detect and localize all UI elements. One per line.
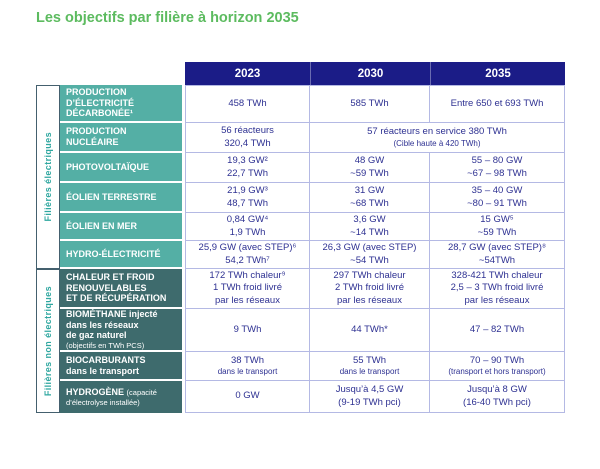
row-header-title: BIOMÉTHANE injecté dans les réseaux de g… [66,309,158,341]
cell-text: 47 – 82 TWh [469,323,525,335]
cell-text: 0,84 GW⁴ 1,9 TWh [226,214,269,238]
cell-text: 26,3 GW (avec STEP) ~54 TWh [322,242,417,266]
row-header-title: PHOTOVOLTAÏQUE [66,161,150,172]
group-label-non-electric: Filières non électriques [36,269,60,413]
cell-decarbonee-2030: 585 TWh [310,85,430,123]
cell-eolien-mer-2035: 15 GW⁵ ~59 TWh [430,213,565,241]
objectives-table: 2023 2030 2035 Filières électriques Fili… [36,62,565,413]
cell-biomethane-2023: 9 TWh [185,309,310,352]
cell-eolien-terrestre-2030: 31 GW ~68 TWh [310,183,430,213]
row-header-title: PRODUCTION NUCLÉAIRE [66,126,127,147]
cell-eolien-terrestre-2035: 35 – 40 GW ~80 – 91 TWh [430,183,565,213]
cell-eolien-mer-2030: 3,6 GW ~14 TWh [310,213,430,241]
cell-text: 19,3 GW² 22,7 TWh [226,155,268,179]
row-header-title: HYDRO-ÉLECTRICITÉ [66,248,161,259]
cell-text: 3,6 GW ~14 TWh [350,214,389,238]
cell-biomethane-2035: 47 – 82 TWh [430,309,565,352]
cell-text: 21,9 GW³ 48,7 TWh [226,185,268,209]
cell-text: 15 GW⁵ ~59 TWh [477,214,517,238]
row-header-note: (capacité d’électrolyse installée) [66,388,157,407]
row-header-title: ÉOLIEN EN MER [66,220,138,231]
cell-decarbonee-2023: 458 TWh [185,85,310,123]
cell-text: 585 TWh [350,97,389,109]
cell-text: 9 TWh [233,323,262,335]
cell-biocarburants-2035: 70 – 90 TWh (transport et hors transport… [430,352,565,381]
row-header-chaleur-froid: CHALEUR ET FROID RENOUVELABLES ET DE RÉC… [60,269,185,309]
cell-photovoltaique-2035: 55 – 80 GW ~67 – 98 TWh [430,153,565,183]
row-header-note: (objectifs en TWh PCS) [66,340,145,350]
group-label-non-electric-text: Filières non électriques [43,285,53,397]
cell-text: 48 GW ~59 TWh [350,155,389,179]
cell-nucleaire-2023: 56 réacteurs 320,4 TWh [185,123,310,153]
col-header-2023: 2023 [185,62,310,85]
cell-text: 31 GW ~68 TWh [350,185,389,209]
cell-note: (Cible haute à 420 TWh) [393,138,481,148]
row-header-production-electricite-decarbonee: PRODUCTION D’ÉLECTRICITÉ DÉCARBONÉE¹ [60,85,185,123]
row-header-title: BIOCARBURANTS dans le transport [66,354,146,376]
cell-text: 328-421 TWh chaleur 2,5 – 3 TWh froid li… [450,270,544,306]
cell-biomethane-2030: 44 TWh* [310,309,430,352]
col-header-2030: 2030 [310,62,430,85]
cell-photovoltaique-2030: 48 GW ~59 TWh [310,153,430,183]
cell-text: Jusqu’à 4,5 GW (9-19 TWh pci) [335,384,404,408]
row-header-eolien-en-mer: ÉOLIEN EN MER [60,213,185,241]
cell-text: 297 TWh chaleur 2 TWh froid livré par le… [333,270,406,306]
cell-text: Jusqu’à 8 GW (16-40 TWh pci) [463,384,531,408]
cell-hydrogene-2035: Jusqu’à 8 GW (16-40 TWh pci) [430,381,565,413]
cell-decarbonee-2035: Entre 650 et 693 TWh [430,85,565,123]
cell-hydro-2035: 28,7 GW (avec STEP)⁸ ~54TWh [430,241,565,269]
cell-note: (transport et hors transport) [448,367,546,377]
cell-text: 56 réacteurs 320,4 TWh [221,125,274,149]
cell-text: 44 TWh* [351,323,388,335]
group-label-electric-text: Filières électriques [43,132,53,222]
cell-text: 0 GW [235,390,260,402]
cell-hydro-2023: 25,9 GW (avec STEP)⁶ 54,2 TWh⁷ [185,241,310,269]
cell-text: 57 réacteurs en service 380 TWh [367,126,507,138]
cell-text: Entre 650 et 693 TWh [450,97,544,109]
cell-chaleur-2023: 172 TWh chaleur⁹ 1 TWh froid livré par l… [185,269,310,309]
cell-hydro-2030: 26,3 GW (avec STEP) ~54 TWh [310,241,430,269]
cell-text: 458 TWh [228,97,267,109]
page-title: Les objectifs par filière à horizon 2035 [36,10,299,26]
row-header-production-nucleaire: PRODUCTION NUCLÉAIRE [60,123,185,153]
row-header-title: ÉOLIEN TERRESTRE [66,191,157,202]
group-label-electric: Filières électriques [36,85,60,269]
cell-chaleur-2030: 297 TWh chaleur 2 TWh froid livré par le… [310,269,430,309]
cell-note: dans le transport [217,367,278,377]
cell-chaleur-2035: 328-421 TWh chaleur 2,5 – 3 TWh froid li… [430,269,565,309]
cell-hydrogene-2030: Jusqu’à 4,5 GW (9-19 TWh pci) [310,381,430,413]
cell-text: 55 TWh [352,354,387,366]
row-header-title: PRODUCTION D’ÉLECTRICITÉ DÉCARBONÉE¹ [66,87,135,119]
cell-photovoltaique-2023: 19,3 GW² 22,7 TWh [185,153,310,183]
cell-text: 172 TWh chaleur⁹ 1 TWh froid livré par l… [209,270,286,306]
cell-nucleaire-2030-2035: 57 réacteurs en service 380 TWh (Cible h… [310,123,565,153]
cell-text: 70 – 90 TWh [469,354,525,366]
cell-text: 55 – 80 GW ~67 – 98 TWh [467,155,527,179]
cell-text: 25,9 GW (avec STEP)⁶ 54,2 TWh⁷ [198,242,297,266]
row-header-title: HYDROGÈNE [66,387,125,398]
row-header-hydrogene: HYDROGÈNE (capacité d’électrolyse instal… [60,381,185,413]
col-header-2035: 2035 [430,62,565,85]
cell-biocarburants-2023: 38 TWh dans le transport [185,352,310,381]
cell-note: dans le transport [339,367,400,377]
cell-biocarburants-2030: 55 TWh dans le transport [310,352,430,381]
row-header-eolien-terrestre: ÉOLIEN TERRESTRE [60,183,185,213]
row-header-title: CHALEUR ET FROID RENOUVELABLES ET DE RÉC… [66,272,167,304]
cell-eolien-terrestre-2023: 21,9 GW³ 48,7 TWh [185,183,310,213]
cell-text: 35 – 40 GW ~80 – 91 TWh [467,185,527,209]
row-header-hydro-electricite: HYDRO-ÉLECTRICITÉ [60,241,185,269]
cell-eolien-mer-2023: 0,84 GW⁴ 1,9 TWh [185,213,310,241]
row-header-biomethane: BIOMÉTHANE injecté dans les réseaux de g… [60,309,185,352]
cell-text: 28,7 GW (avec STEP)⁸ ~54TWh [448,242,546,266]
cell-hydrogene-2023: 0 GW [185,381,310,413]
row-header-biocarburants: BIOCARBURANTS dans le transport [60,352,185,381]
row-header-photovoltaique: PHOTOVOLTAÏQUE [60,153,185,183]
cell-text: 38 TWh [230,354,265,366]
